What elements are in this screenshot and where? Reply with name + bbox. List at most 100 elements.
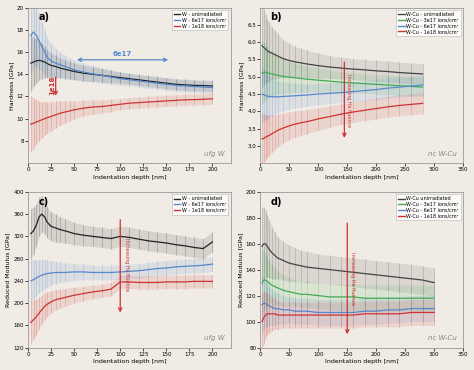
W-Cu - 1e18 ions/cm² [286, 313, 292, 317]
W-Cu - 1e18 ions/cm² [269, 312, 275, 316]
W-Cu unirradiated [298, 263, 304, 268]
W-Cu - 1e18 ions/cm² [259, 319, 265, 324]
W - 6e17 ions/cm² [108, 75, 114, 79]
W - 1e18 ions/cm² [154, 99, 160, 104]
W - 6e17 ions/cm² [36, 274, 42, 279]
W-Cu - unirradiated [338, 66, 344, 70]
W-Cu - 6e17 ions/cm² [397, 85, 402, 89]
Line: W-Cu - 3e17 ions/cm²: W-Cu - 3e17 ions/cm² [262, 280, 434, 298]
W - unirradiated [62, 67, 68, 71]
W - 6e17 ions/cm² [81, 270, 86, 274]
Y-axis label: Reduced Modulus [GPa]: Reduced Modulus [GPa] [6, 232, 10, 307]
W - 6e17 ions/cm² [31, 278, 36, 282]
W-Cu - 1e18 ions/cm² [397, 103, 402, 108]
W-Cu - 1e18 ions/cm² [350, 110, 356, 114]
Line: W - unirradiated: W - unirradiated [31, 214, 212, 249]
W-Cu - 3e17 ions/cm² [275, 73, 281, 78]
W - unirradiated [173, 82, 178, 87]
W - 6e17 ions/cm² [39, 44, 45, 49]
W - 1e18 ions/cm² [28, 122, 34, 127]
W-Cu - unirradiated [281, 57, 286, 61]
W-Cu - 1e18 ions/cm² [385, 312, 391, 316]
W-Cu - 1e18 ions/cm² [385, 105, 391, 109]
W-Cu - unirradiated [374, 68, 379, 73]
W - 6e17 ions/cm² [182, 84, 188, 88]
W-Cu - 6e17 ions/cm² [315, 92, 321, 96]
W - unirradiated [136, 78, 142, 82]
Legend: W-Cu - unirradiated, W-Cu - 3e17 ions/cm², W-Cu - 6e17 ions/cm², W-Cu - 1e18 ion: W-Cu - unirradiated, W-Cu - 3e17 ions/cm… [396, 10, 461, 36]
Line: W - 1e18 ions/cm²: W - 1e18 ions/cm² [31, 281, 212, 323]
W-Cu - 6e17 ions/cm² [350, 90, 356, 94]
W-Cu - 3e17 ions/cm² [327, 295, 333, 299]
W-Cu - unirradiated [298, 61, 304, 65]
W-Cu - 1e18 ions/cm² [397, 312, 402, 316]
W - 1e18 ions/cm² [145, 100, 151, 104]
W - 6e17 ions/cm² [57, 270, 63, 275]
W - unirradiated [154, 80, 160, 84]
W-Cu unirradiated [374, 273, 379, 277]
W-Cu - 3e17 ions/cm² [408, 296, 414, 300]
Text: nc W-Cu: nc W-Cu [428, 151, 457, 157]
W - unirradiated [42, 60, 47, 64]
W - 1e18 ions/cm² [99, 289, 105, 293]
W - 1e18 ions/cm² [90, 105, 95, 109]
W - 1e18 ions/cm² [182, 280, 188, 284]
W-Cu - 3e17 ions/cm² [264, 70, 270, 75]
W - 1e18 ions/cm² [201, 279, 206, 283]
W-Cu unirradiated [304, 265, 310, 269]
W-Cu - 1e18 ions/cm² [286, 124, 292, 128]
W-Cu - 3e17 ions/cm² [397, 296, 402, 300]
Text: d): d) [271, 196, 282, 206]
W-Cu - 6e17 ions/cm² [266, 94, 272, 99]
W - 1e18 ions/cm² [34, 120, 39, 124]
W-Cu - 1e18 ions/cm² [266, 133, 272, 138]
W - 1e18 ions/cm² [118, 280, 123, 284]
W - 1e18 ions/cm² [39, 307, 45, 312]
W-Cu - unirradiated [263, 47, 268, 51]
W - unirradiated [81, 71, 86, 75]
W-Cu - 1e18 ions/cm² [408, 102, 414, 107]
W - 1e18 ions/cm² [136, 280, 142, 285]
W - 1e18 ions/cm² [57, 111, 63, 115]
Line: W - 1e18 ions/cm²: W - 1e18 ions/cm² [31, 99, 212, 124]
W-Cu - 1e18 ions/cm² [338, 112, 344, 116]
W - 1e18 ions/cm² [57, 296, 63, 301]
W - 6e17 ions/cm² [145, 268, 151, 272]
W-Cu unirradiated [275, 256, 281, 260]
W-Cu - 3e17 ions/cm² [269, 72, 275, 76]
Legend: W-Cu unirradiated, W-Cu - 3e17 ions/cm², W-Cu - 6e17 ions/cm², W-Cu - 1e18 ions/: W-Cu unirradiated, W-Cu - 3e17 ions/cm²,… [396, 194, 461, 221]
W-Cu unirradiated [431, 280, 437, 285]
W-Cu - 3e17 ions/cm² [315, 293, 321, 298]
Text: Increasing He fluence: Increasing He fluence [346, 74, 351, 128]
W-Cu - 3e17 ions/cm² [292, 75, 298, 80]
W - unirradiated [39, 212, 45, 216]
W - unirradiated [57, 228, 63, 232]
W - 1e18 ions/cm² [39, 118, 45, 122]
W - 1e18 ions/cm² [108, 287, 114, 291]
W - 6e17 ions/cm² [90, 270, 95, 275]
Line: W-Cu - 6e17 ions/cm²: W-Cu - 6e17 ions/cm² [262, 303, 434, 313]
W - unirradiated [53, 226, 58, 230]
W-Cu - 1e18 ions/cm² [350, 313, 356, 317]
W-Cu - 3e17 ions/cm² [304, 77, 310, 81]
Line: W - unirradiated: W - unirradiated [31, 60, 212, 86]
W - unirradiated [118, 234, 123, 239]
W-Cu - 6e17 ions/cm² [292, 94, 298, 98]
W - 6e17 ions/cm² [201, 85, 206, 89]
W - 1e18 ions/cm² [36, 311, 42, 315]
W-Cu unirradiated [263, 242, 268, 246]
W - unirradiated [57, 66, 63, 70]
W - 1e18 ions/cm² [210, 97, 215, 101]
W - 6e17 ions/cm² [164, 82, 169, 87]
W - unirradiated [67, 68, 73, 73]
W - unirradiated [118, 75, 123, 80]
X-axis label: Indentation depth [nm]: Indentation depth [nm] [325, 359, 399, 364]
W - 6e17 ions/cm² [39, 273, 45, 278]
W-Cu - 1e18 ions/cm² [259, 137, 265, 141]
W-Cu - 3e17 ions/cm² [281, 288, 286, 293]
W-Cu - 3e17 ions/cm² [269, 283, 275, 287]
W-Cu - 1e18 ions/cm² [264, 134, 270, 138]
W - unirradiated [127, 77, 132, 81]
W - 1e18 ions/cm² [45, 115, 50, 120]
W - 6e17 ions/cm² [173, 265, 178, 269]
